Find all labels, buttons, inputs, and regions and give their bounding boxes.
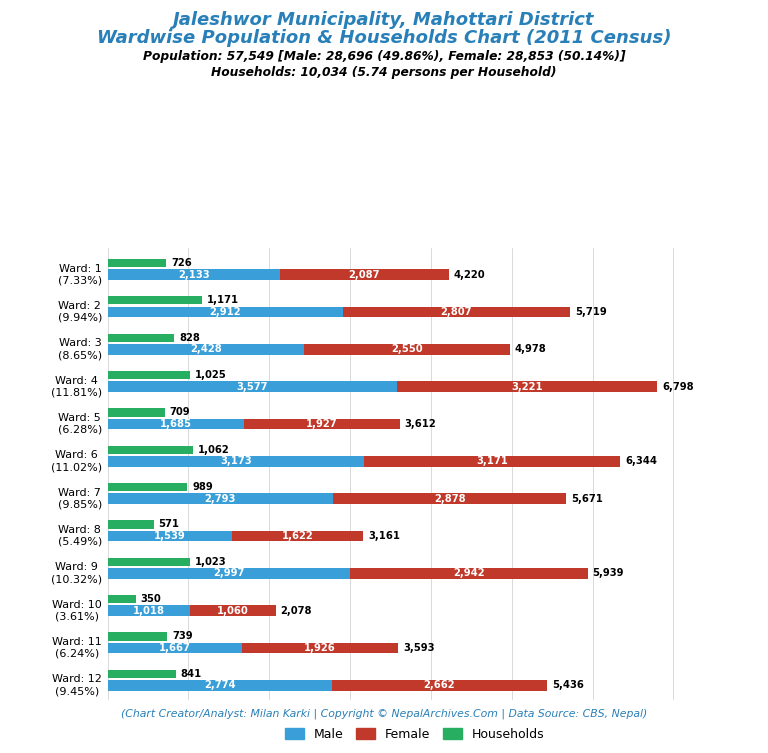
Text: 2,774: 2,774 xyxy=(204,681,236,691)
Text: 4,978: 4,978 xyxy=(515,344,547,355)
Text: 3,577: 3,577 xyxy=(237,382,268,392)
Bar xyxy=(190,605,276,616)
Legend: Male, Female, Households: Male, Female, Households xyxy=(280,723,549,746)
Text: Population: 57,549 [Male: 28,696 (49.86%), Female: 28,853 (50.14%)]: Population: 57,549 [Male: 28,696 (49.86%… xyxy=(143,50,625,62)
Text: 1,060: 1,060 xyxy=(217,605,249,616)
Text: 5,939: 5,939 xyxy=(592,569,624,578)
Text: Households: 10,034 (5.74 persons per Household): Households: 10,034 (5.74 persons per Hou… xyxy=(211,66,557,78)
Text: 5,719: 5,719 xyxy=(574,307,607,317)
Bar xyxy=(108,643,242,654)
Text: 2,912: 2,912 xyxy=(210,307,241,317)
Bar xyxy=(108,493,333,504)
Text: 739: 739 xyxy=(172,632,193,642)
Bar xyxy=(108,680,332,691)
Text: 2,662: 2,662 xyxy=(424,681,455,691)
Text: 571: 571 xyxy=(158,520,180,529)
Text: Wardwise Population & Households Chart (2011 Census): Wardwise Population & Households Chart (… xyxy=(97,29,671,47)
Bar xyxy=(108,408,165,416)
Text: 841: 841 xyxy=(180,669,202,678)
Bar xyxy=(108,605,190,616)
Bar xyxy=(108,344,304,355)
Bar xyxy=(242,643,398,654)
Text: 709: 709 xyxy=(170,407,190,417)
Text: 3,593: 3,593 xyxy=(403,643,435,653)
Text: 726: 726 xyxy=(171,258,192,268)
Text: (Chart Creator/Analyst: Milan Karki | Copyright © NepalArchives.Com | Data Sourc: (Chart Creator/Analyst: Milan Karki | Co… xyxy=(121,709,647,719)
Text: 828: 828 xyxy=(179,333,200,343)
Bar xyxy=(108,633,167,641)
Text: 2,550: 2,550 xyxy=(391,344,422,355)
Text: 2,793: 2,793 xyxy=(205,494,236,504)
Text: 1,539: 1,539 xyxy=(154,531,186,541)
Text: 3,173: 3,173 xyxy=(220,456,252,466)
Bar xyxy=(108,419,243,429)
Text: 3,221: 3,221 xyxy=(511,382,543,392)
Text: 2,878: 2,878 xyxy=(434,494,465,504)
Text: 2,428: 2,428 xyxy=(190,344,221,355)
Bar xyxy=(349,568,588,578)
Text: 3,161: 3,161 xyxy=(368,531,400,541)
Text: 5,671: 5,671 xyxy=(571,494,603,504)
Bar xyxy=(108,568,349,578)
Text: 2,997: 2,997 xyxy=(213,569,244,578)
Bar xyxy=(108,446,194,454)
Text: 2,942: 2,942 xyxy=(453,569,485,578)
Text: 989: 989 xyxy=(192,482,213,492)
Text: 2,087: 2,087 xyxy=(349,270,380,279)
Bar xyxy=(108,520,154,529)
Bar xyxy=(108,595,136,603)
Bar xyxy=(397,382,657,392)
Text: 2,133: 2,133 xyxy=(178,270,210,279)
Bar xyxy=(232,531,363,541)
Bar xyxy=(108,259,166,267)
Bar xyxy=(280,270,449,280)
Text: 4,220: 4,220 xyxy=(454,270,485,279)
Text: 350: 350 xyxy=(141,594,161,604)
Text: 1,667: 1,667 xyxy=(159,643,190,653)
Bar xyxy=(108,334,174,342)
Bar xyxy=(343,306,570,317)
Text: 1,926: 1,926 xyxy=(304,643,336,653)
Bar xyxy=(108,483,187,491)
Bar xyxy=(332,680,547,691)
Bar xyxy=(108,296,202,304)
Text: 5,436: 5,436 xyxy=(552,681,584,691)
Text: 3,612: 3,612 xyxy=(405,419,436,429)
Text: 1,171: 1,171 xyxy=(207,295,239,306)
Text: Jaleshwor Municipality, Mahottari District: Jaleshwor Municipality, Mahottari Distri… xyxy=(174,11,594,29)
Bar xyxy=(108,531,232,541)
Bar xyxy=(243,419,399,429)
Text: 2,807: 2,807 xyxy=(441,307,472,317)
Text: 6,344: 6,344 xyxy=(625,456,657,466)
Bar xyxy=(108,382,397,392)
Bar xyxy=(304,344,510,355)
Text: 1,018: 1,018 xyxy=(133,605,164,616)
Text: 1,685: 1,685 xyxy=(160,419,192,429)
Text: 1,023: 1,023 xyxy=(195,556,227,567)
Bar xyxy=(108,558,190,566)
Text: 3,171: 3,171 xyxy=(476,456,508,466)
Text: 1,622: 1,622 xyxy=(282,531,313,541)
Text: 1,062: 1,062 xyxy=(198,445,230,455)
Text: 2,078: 2,078 xyxy=(280,605,312,616)
Text: 1,025: 1,025 xyxy=(195,370,227,380)
Bar xyxy=(333,493,566,504)
Bar xyxy=(108,456,364,467)
Bar xyxy=(108,371,190,380)
Bar xyxy=(108,306,343,317)
Bar xyxy=(364,456,621,467)
Text: 6,798: 6,798 xyxy=(662,382,694,392)
Text: 1,927: 1,927 xyxy=(306,419,337,429)
Bar xyxy=(108,669,176,678)
Bar xyxy=(108,270,280,280)
